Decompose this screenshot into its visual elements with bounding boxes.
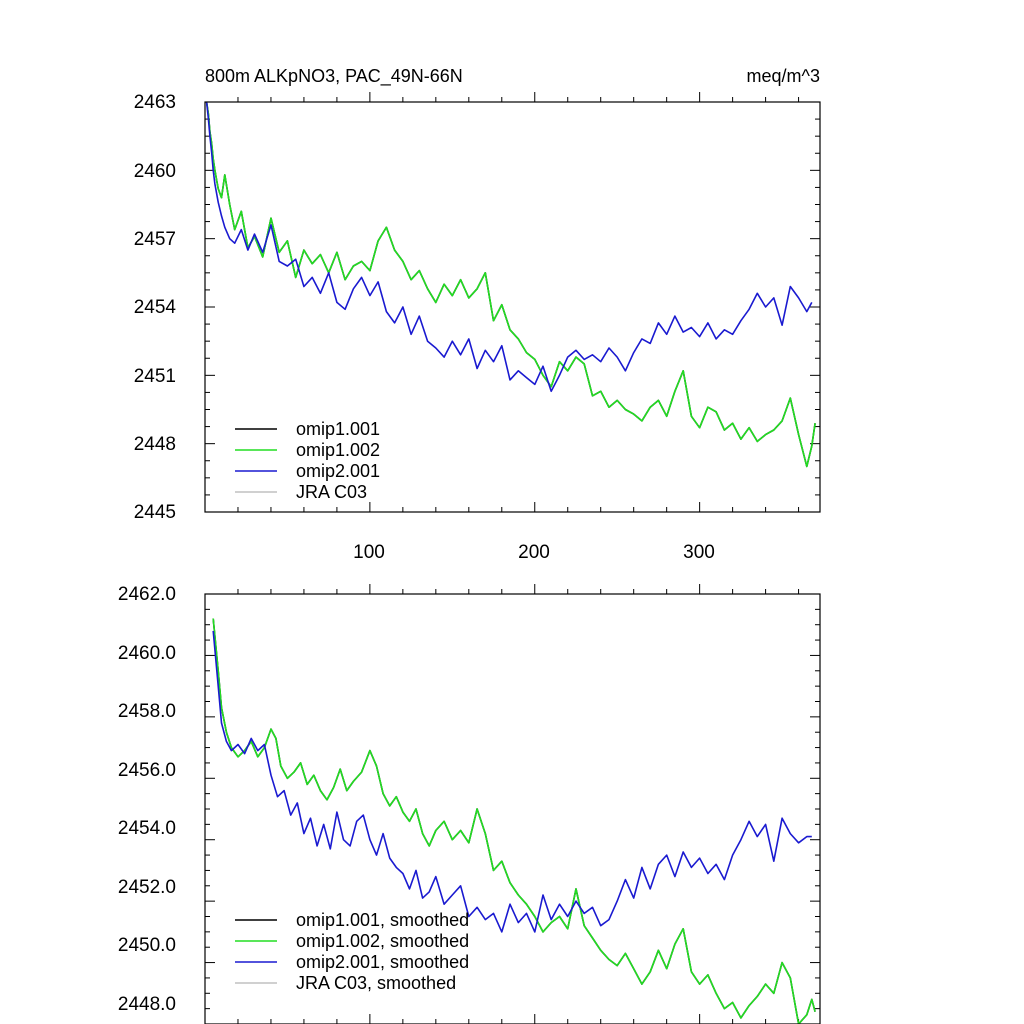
bottom-lines xyxy=(212,618,816,1024)
series-line-omip2-001-smoothed xyxy=(212,630,812,933)
top-legend: omip1.001 omip1.002 omip2.001 JRA C03 xyxy=(235,419,380,502)
series-line-omip1-001 xyxy=(205,101,816,468)
y-tick-label: 2450.0 xyxy=(118,935,176,956)
y-tick-label: 2463 xyxy=(134,92,176,113)
y-tick-label: 2448 xyxy=(134,434,176,455)
series-line-omip2-001 xyxy=(205,101,813,393)
top-plot-frame xyxy=(204,101,821,513)
bottom-ticks xyxy=(205,584,820,1024)
top-lines xyxy=(205,101,816,468)
x-tick-label: 300 xyxy=(683,542,715,563)
legend-label: omip1.002 xyxy=(296,440,380,460)
y-tick-label: 2456.0 xyxy=(118,760,176,781)
y-tick-label: 2445 xyxy=(134,502,176,523)
y-tick-label: 2454 xyxy=(134,297,177,318)
top-panel: 800m ALKpNO3, PAC_49N-66N meq/m^3 2463 2… xyxy=(134,66,821,563)
x-tick-label: 100 xyxy=(353,542,385,563)
y-tick-label: 2452.0 xyxy=(118,877,176,898)
y-tick-label: 2458.0 xyxy=(118,701,176,722)
legend-label: JRA C03, smoothed xyxy=(296,973,456,993)
chart-units: meq/m^3 xyxy=(747,66,820,86)
legend-label: omip1.001, smoothed xyxy=(296,910,469,930)
y-tick-label: 2462.0 xyxy=(118,584,176,605)
bottom-legend: omip1.001, smoothed omip1.002, smoothed … xyxy=(235,910,469,993)
y-tick-label: 2451 xyxy=(134,366,176,387)
bottom-y-tick-labels: 2462.0 2460.0 2458.0 2456.0 2454.0 2452.… xyxy=(118,584,176,1015)
legend-label: omip1.001 xyxy=(296,419,380,439)
top-x-tick-labels: 100 200 300 xyxy=(353,542,715,563)
x-tick-label: 200 xyxy=(518,542,550,563)
y-tick-label: 2448.0 xyxy=(118,994,176,1015)
bottom-panel: 2462.0 2460.0 2458.0 2456.0 2454.0 2452.… xyxy=(118,584,821,1024)
series-line-omip1-002-smoothed xyxy=(212,618,816,1024)
y-tick-label: 2457 xyxy=(134,229,176,250)
legend-label: omip2.001, smoothed xyxy=(296,952,469,972)
top-ticks xyxy=(205,92,820,513)
bottom-plot-frame xyxy=(204,593,821,1024)
y-tick-label: 2460 xyxy=(134,161,176,182)
top-y-tick-labels: 2463 2460 2457 2454 2451 2448 2445 xyxy=(134,92,177,523)
y-tick-label: 2454.0 xyxy=(118,818,176,839)
series-line-omip1-002 xyxy=(205,101,816,468)
chart-title: 800m ALKpNO3, PAC_49N-66N xyxy=(205,66,463,87)
legend-label: omip2.001 xyxy=(296,461,380,481)
legend-label: JRA C03 xyxy=(296,482,367,502)
y-tick-label: 2460.0 xyxy=(118,643,176,664)
legend-label: omip1.002, smoothed xyxy=(296,931,469,951)
